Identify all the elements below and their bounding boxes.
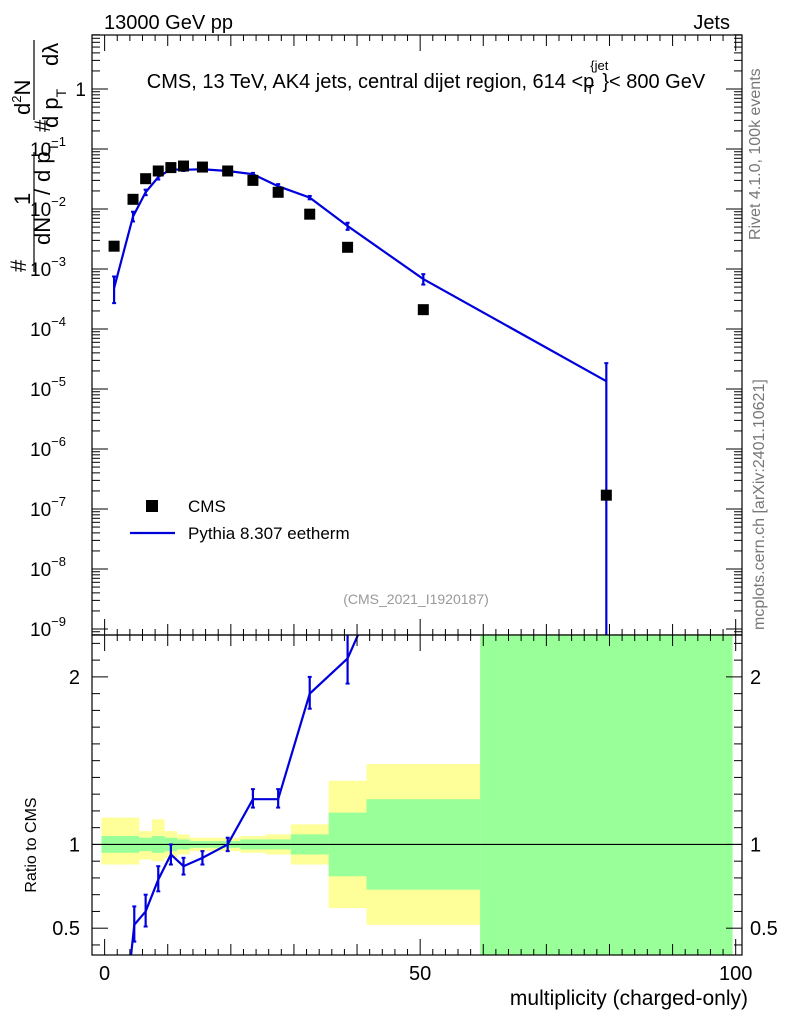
x-tick-label: 100 (719, 963, 752, 985)
title-sub: T (586, 82, 594, 97)
ratio-ticks (92, 635, 742, 955)
main-y-tick-label: 10−4 (30, 314, 66, 341)
main-y-tick-label: 10−3 (30, 254, 66, 281)
data-series (108, 160, 612, 501)
ylabel-n: N (30, 217, 55, 233)
data-point (108, 240, 120, 252)
ylabel-slash: / (30, 188, 55, 195)
ratio-y-tick-label-right: 0.5 (750, 918, 778, 940)
main-y-axis-label: # 1 dN / d pT # d2N d pT dλ (6, 40, 69, 272)
ratio-bands (101, 635, 733, 955)
main-y-tick-label: 10−5 (30, 374, 66, 401)
data-point (247, 174, 259, 186)
title-sup: {jet (590, 58, 608, 73)
ylabel-hash1: # (6, 259, 31, 272)
main-y-tick-label-exp: −7 (51, 494, 66, 509)
ylabel-frac-den: dN (30, 217, 55, 245)
ratio-band-inner (480, 635, 733, 955)
data-point (600, 489, 612, 501)
rivet-version-label: Rivet 4.1.0, 100k events (747, 68, 764, 240)
main-y-tick-label: 10−7 (30, 494, 66, 521)
ylabel-dp2-text: d p (38, 97, 63, 128)
data-point (342, 241, 354, 253)
ratio-y-tick-label: 2 (69, 667, 80, 689)
energy-label: 13000 GeV pp (104, 12, 233, 34)
data-point (222, 165, 234, 177)
data-point (304, 208, 316, 220)
main-y-tick-label-exp: −5 (51, 374, 66, 389)
main-y-tick-label: 10−6 (30, 434, 66, 461)
x-tick-label: 50 (409, 963, 431, 985)
ylabel-hash2: # (30, 119, 55, 132)
ratio-y-tick-label-right: 1 (750, 834, 761, 856)
title-prefix: CMS, 13 TeV, AK4 jets, central dijet reg… (147, 71, 583, 93)
legend-cms-marker (146, 500, 158, 512)
ratio-frame (91, 634, 743, 956)
legend-cms-label: CMS (188, 497, 226, 516)
ratio-y-tick-label: 1 (69, 834, 80, 856)
ratio-y-tick-labels-right: 0.5 1 2 (750, 667, 778, 940)
data-point (272, 186, 284, 198)
ylabel-dp-text: d p (30, 151, 55, 182)
main-y-tick-label-exp: −8 (51, 554, 66, 569)
data-point (417, 304, 429, 316)
source-label: mcplots.cern.ch [arXiv:2401.10621] (751, 379, 768, 630)
data-point (178, 160, 190, 172)
ylabel-d: d (10, 103, 35, 115)
ratio-y-tick-labels: 0.5 1 2 (52, 667, 80, 940)
data-point (152, 165, 164, 177)
title-suffix: }< 800 GeV (602, 71, 706, 93)
ratio-x-tick-labels: 0 50 100 (99, 963, 752, 985)
ratio-y-tick-label: 0.5 (52, 918, 80, 940)
main-frame (91, 34, 743, 636)
ylabel-dp2: d pT (38, 88, 69, 128)
data-point (127, 193, 139, 205)
ylabel-one: 1 (10, 193, 35, 205)
analysis-watermark: (CMS_2021_I1920187) (343, 591, 489, 607)
main-y-tick-label-exp: −1 (51, 134, 66, 149)
ratio-series (129, 635, 360, 955)
mc-line (113, 168, 607, 383)
main-y-tick-label: 1 (75, 80, 86, 101)
title-p: p (583, 71, 594, 93)
main-y-tick-label-exp: −6 (51, 434, 66, 449)
ylabel-dp2-sub: T (53, 88, 69, 97)
data-point (140, 173, 152, 185)
main-y-tick-label: 10−8 (30, 554, 66, 581)
chart-title: CMS, 13 TeV, AK4 jets, central dijet reg… (147, 58, 706, 97)
ratio-panel: 0.5 1 2 0.5 1 2 0 50 100 Ratio to CMS multipli… (23, 634, 778, 1010)
ylabel-d-sup: 2 (9, 96, 24, 103)
legend-pythia-label: Pythia 8.307 eetherm (188, 524, 350, 543)
category-label: Jets (693, 12, 730, 34)
main-y-tick-label: 10−9 (30, 614, 66, 641)
ylabel-dn: d (30, 233, 55, 245)
data-point (196, 161, 208, 173)
ratio-y-axis-label: Ratio to CMS (23, 797, 40, 892)
x-axis-label: multiplicity (charged-only) (510, 987, 748, 1010)
main-y-tick-label-exp: −4 (51, 314, 66, 329)
ylabel-dp: d pT (30, 142, 61, 182)
main-y-tick-label-exp: −3 (51, 254, 66, 269)
main-y-tick-label-exp: −9 (51, 614, 66, 629)
legend: CMS Pythia 8.307 eetherm (130, 497, 350, 543)
ylabel-dlambda: dλ (38, 43, 63, 66)
ylabel-d2n: d2N (9, 80, 35, 115)
ylabel-dp-sub: T (45, 142, 61, 151)
main-ticks (92, 34, 742, 636)
main-y-tick-label-exp: −2 (51, 194, 66, 209)
ratio-y-tick-label-right: 2 (750, 667, 761, 689)
ylabel-n2: N (10, 80, 35, 96)
data-point (165, 162, 177, 174)
x-tick-label: 0 (99, 963, 110, 985)
